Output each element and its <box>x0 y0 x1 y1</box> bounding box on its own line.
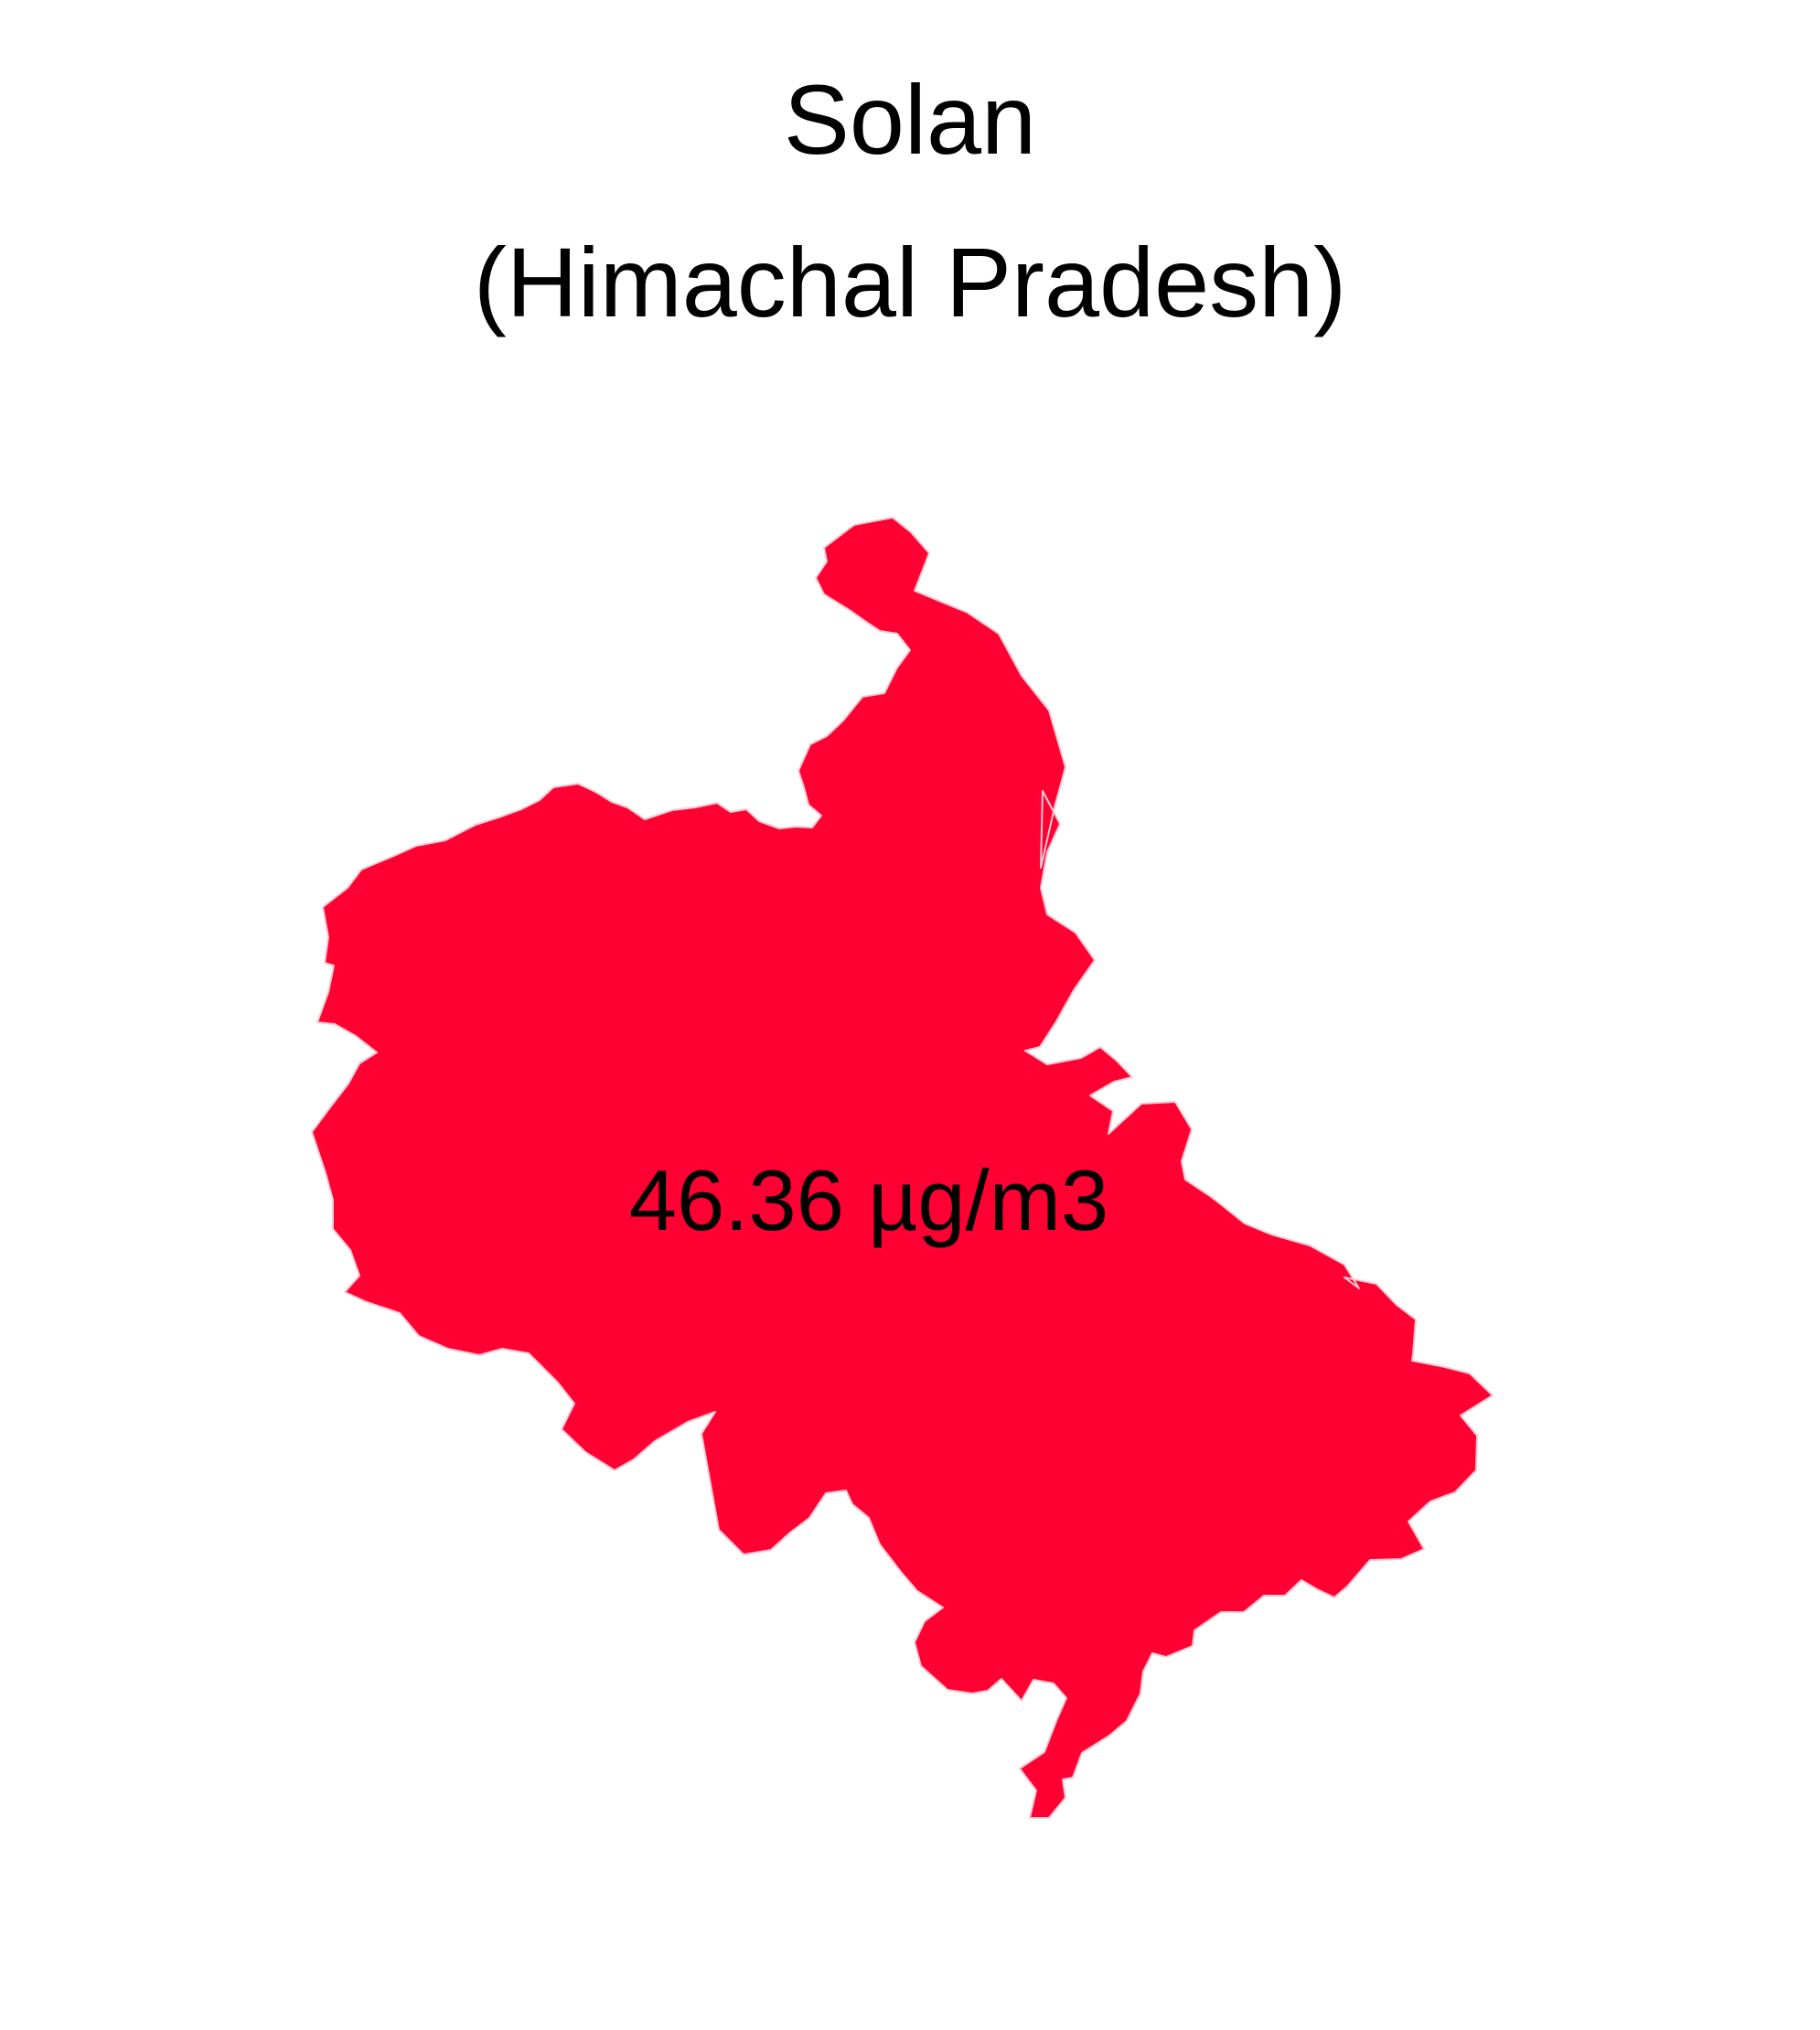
map-subtitle: (Himachal Pradesh) <box>474 227 1346 337</box>
pollution-value-label: 46.36 µg/m3 <box>629 1152 1108 1248</box>
map-title: Solan <box>784 64 1036 175</box>
district-shape-solan <box>311 517 1493 1819</box>
